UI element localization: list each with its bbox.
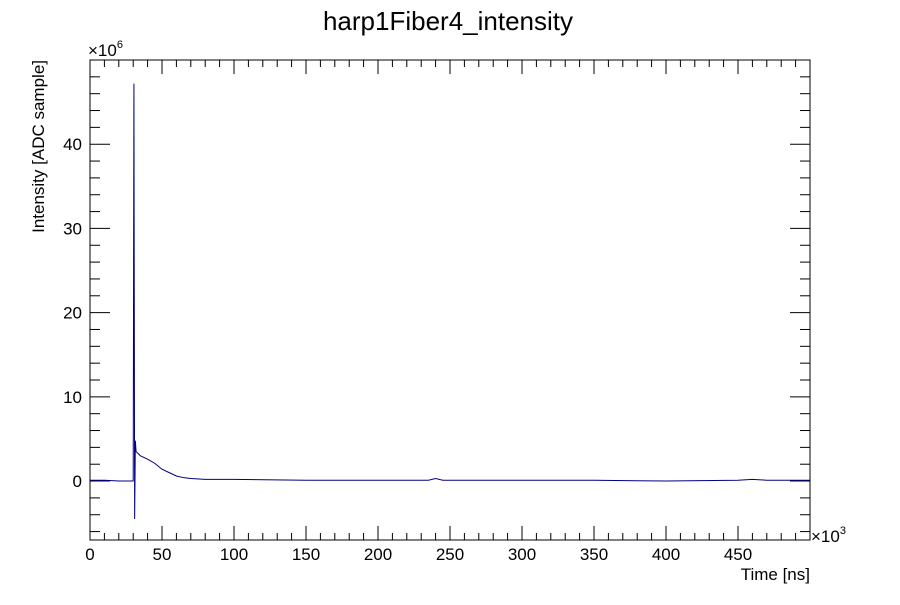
y-tick-label: 20 <box>63 304 82 323</box>
x-tick-label: 100 <box>220 545 248 564</box>
y-tick-label: 40 <box>63 135 82 154</box>
x-tick-label: 150 <box>292 545 320 564</box>
x-tick-label: 0 <box>85 545 94 564</box>
y-axis-label: Intensity [ADC sample] <box>29 60 48 233</box>
x-tick-label: 200 <box>364 545 392 564</box>
x-axis-ticks <box>89 60 811 540</box>
y-axis-ticks <box>90 59 810 533</box>
x-tick-label: 350 <box>580 545 608 564</box>
y-tick-label: 0 <box>73 472 82 491</box>
x-tick-label: 50 <box>153 545 172 564</box>
x-tick-label: 250 <box>436 545 464 564</box>
y-axis-multiplier: ×106 <box>88 39 123 60</box>
x-axis-multiplier: ×103 <box>811 525 846 546</box>
y-axis-tick-labels: 0 10 20 30 40 <box>63 135 82 491</box>
series-line <box>90 83 810 519</box>
x-tick-label: 300 <box>508 545 536 564</box>
x-tick-label: 450 <box>724 545 752 564</box>
chart-title: harp1Fiber4_intensity <box>323 6 573 36</box>
y-tick-label: 10 <box>63 388 82 407</box>
x-axis-tick-labels: 0 50 100 150 200 250 300 350 400 450 <box>85 545 752 564</box>
x-tick-label: 400 <box>652 545 680 564</box>
plot-frame <box>89 59 811 541</box>
x-axis-label: Time [ns] <box>741 565 810 584</box>
y-tick-label: 30 <box>63 219 82 238</box>
